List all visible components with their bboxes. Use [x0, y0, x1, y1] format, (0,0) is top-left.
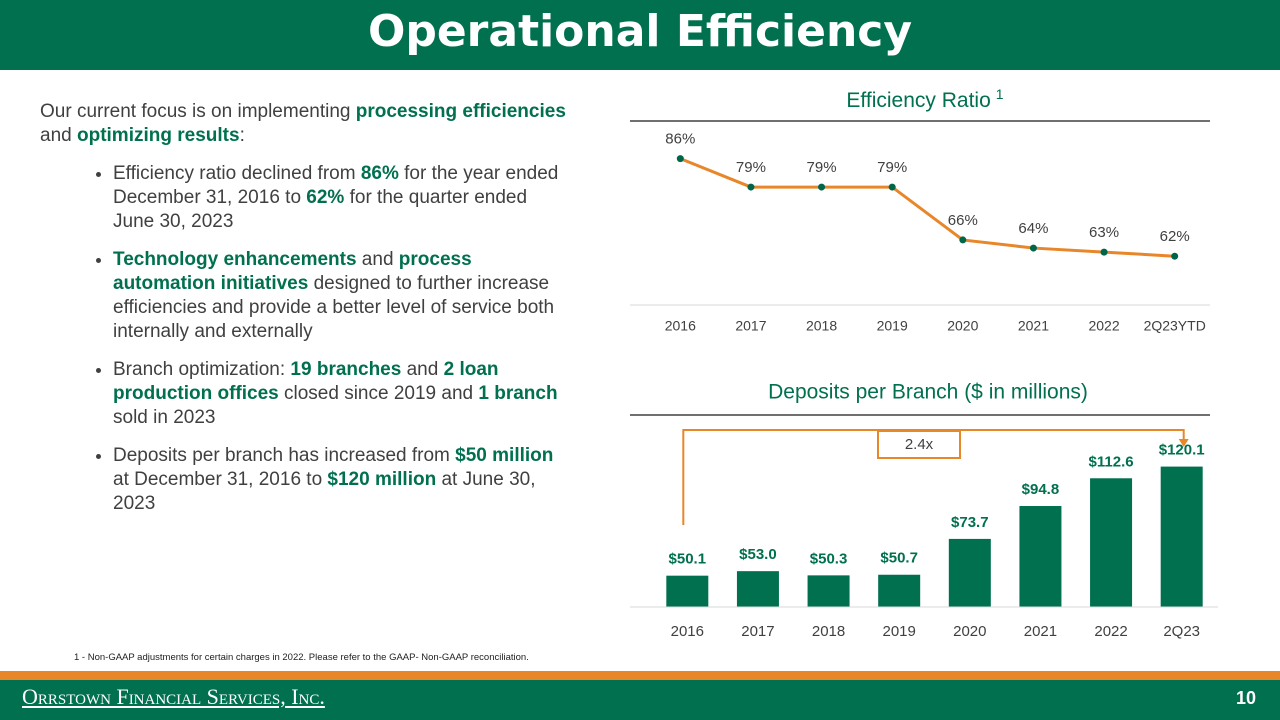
text-run: 2 loan production offices — [113, 359, 499, 404]
data-label: 62% — [1160, 228, 1190, 245]
bullet: Deposits per branch has increased from $… — [113, 444, 570, 516]
x-tick-label: 2020 — [947, 318, 978, 334]
x-tick-label: 2Q23 — [1163, 623, 1200, 640]
text-run: 1 branch — [478, 383, 558, 404]
footer-bar — [0, 680, 1280, 720]
data-label: $94.8 — [1022, 481, 1060, 498]
data-label: $112.6 — [1089, 453, 1134, 470]
marker — [818, 183, 826, 191]
bar — [1160, 466, 1203, 607]
text-run: 62% — [306, 187, 345, 208]
x-tick-label: 2017 — [735, 318, 766, 334]
x-tick-label: 2019 — [877, 318, 908, 334]
marker — [1171, 252, 1179, 260]
marker — [959, 236, 967, 244]
text-run: and — [356, 249, 399, 270]
text-run: for the quarter ended June 30, 2023 — [113, 187, 528, 232]
text-run: at December 31, 2016 to — [113, 469, 328, 490]
chart-title: Deposits per Branch ($ in millions) — [768, 381, 1088, 404]
marker — [676, 155, 684, 163]
text-run: 86% — [360, 163, 399, 184]
company-logo: Orrstown Financial Services, Inc. — [22, 684, 325, 709]
text-run: optimizing results — [76, 125, 240, 146]
bar — [1090, 478, 1133, 607]
charts: Efficiency Ratio 1 86% 2016 79% 2017 79% 2018 79… — [630, 86, 1218, 640]
data-label: 64% — [1018, 220, 1048, 237]
text-run: at June 30, 2023 — [113, 469, 536, 514]
x-tick-label: 2021 — [1018, 318, 1049, 334]
marker — [888, 183, 896, 191]
bullet: Branch optimization: 19 branches and 2 l… — [113, 358, 570, 430]
footer-stripe — [0, 671, 1280, 680]
x-tick-label: 2022 — [1088, 318, 1119, 334]
data-label: $73.7 — [951, 514, 989, 531]
text-run: : — [239, 125, 245, 146]
text-column: Our current focus is on implementing pro… — [40, 100, 570, 530]
text-run: process automation initiatives — [113, 249, 472, 294]
arrow-head — [1178, 439, 1189, 447]
title-note: 1 — [996, 86, 1004, 102]
annotation-box — [877, 430, 961, 459]
text-run: Efficiency ratio declined from — [113, 163, 361, 184]
x-tick-label: 2018 — [812, 623, 845, 640]
x-tick-label: 2016 — [665, 318, 696, 334]
bullet: Efficiency ratio declined from 86% for t… — [113, 162, 570, 234]
text-run: and — [40, 125, 77, 146]
text-run: designed to further increase efficiencie… — [113, 273, 555, 342]
bar — [948, 538, 991, 607]
bar — [878, 574, 921, 607]
x-tick-label: 2019 — [883, 623, 916, 640]
data-label: 79% — [877, 159, 907, 176]
chart-title-text: Efficiency Ratio — [846, 89, 990, 112]
data-label: $53.0 — [739, 546, 777, 563]
data-label: $50.7 — [880, 550, 918, 567]
bar — [736, 571, 779, 607]
x-tick-label: 2018 — [806, 318, 837, 334]
text-run: $50 million — [455, 445, 554, 466]
bullet-list: Efficiency ratio declined from 86% for t… — [40, 162, 570, 516]
slide-title: Operational Efficiency — [367, 6, 913, 57]
data-label: 63% — [1089, 224, 1119, 241]
text-run: closed since 2019 and — [278, 383, 479, 404]
marker — [1029, 244, 1037, 252]
data-label: 79% — [736, 159, 766, 176]
data-label: 66% — [948, 212, 978, 229]
text-run: Branch optimization: — [113, 359, 291, 380]
x-tick-label: 2016 — [671, 623, 704, 640]
bar — [1019, 506, 1062, 607]
text-run: 19 branches — [290, 359, 402, 380]
chart-title: Efficiency Ratio 1 — [846, 86, 1003, 112]
annotation: 2.4x — [905, 436, 934, 453]
x-tick-label: 2020 — [953, 623, 986, 640]
text-run: Deposits per branch has increased from — [113, 445, 456, 466]
text-run: Our current focus is on implementing — [40, 101, 356, 122]
data-label: $120.1 — [1159, 442, 1205, 459]
data-label: $50.3 — [810, 550, 848, 567]
page-number: 10 — [1235, 688, 1256, 708]
marker — [1100, 248, 1108, 256]
x-tick-label: 2022 — [1094, 623, 1127, 640]
x-tick-label: 2Q23YTD — [1144, 318, 1206, 334]
header-bar — [0, 0, 1280, 70]
text-run: $120 million — [327, 469, 437, 490]
marker — [747, 183, 755, 191]
data-label: 86% — [665, 131, 695, 148]
x-tick-label: 2017 — [741, 623, 774, 640]
x-tick-label: 2021 — [1024, 623, 1057, 640]
text-run: and — [401, 359, 444, 380]
bar — [807, 575, 850, 607]
text-run: for the year ended December 31, 2016 to — [113, 163, 559, 208]
data-label: $50.1 — [669, 551, 707, 568]
data-label: 79% — [807, 159, 837, 176]
line — [679, 157, 1175, 258]
bullet: Technology enhancements and process auto… — [113, 248, 570, 344]
footnote: 1 - Non-GAAP adjustments for certain cha… — [74, 652, 529, 663]
intro: Our current focus is on implementing pro… — [40, 100, 570, 148]
text-run: Technology enhancements — [113, 249, 357, 270]
text-run: processing efficiencies — [355, 101, 566, 122]
text-run: sold in 2023 — [113, 407, 216, 428]
bar — [666, 575, 709, 607]
